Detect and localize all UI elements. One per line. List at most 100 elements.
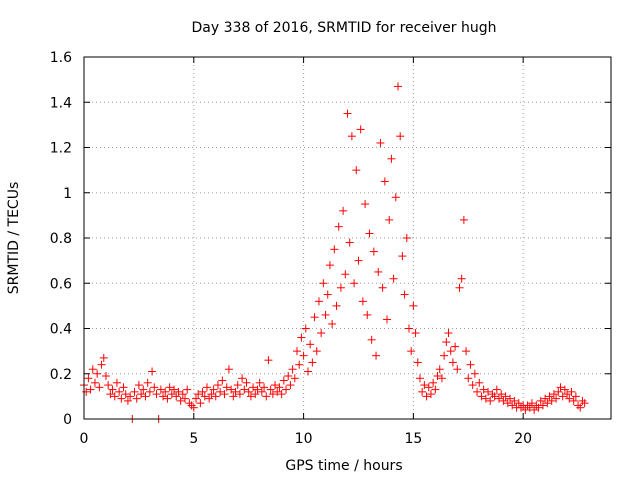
data-point <box>523 401 532 410</box>
data-point <box>82 387 91 396</box>
data-point <box>255 378 264 387</box>
data-point <box>161 387 170 396</box>
data-point <box>303 367 312 376</box>
data-point <box>334 222 343 231</box>
data-point <box>435 365 444 374</box>
data-point <box>374 267 383 276</box>
data-point <box>394 82 403 91</box>
data-point <box>253 385 262 394</box>
data-point <box>554 387 563 396</box>
data-point <box>347 132 356 141</box>
data-point <box>455 283 464 292</box>
data-point <box>466 360 475 369</box>
data-point <box>106 390 115 399</box>
data-point <box>99 353 108 362</box>
data-point <box>442 338 451 347</box>
data-point <box>297 333 306 342</box>
data-point <box>422 392 431 401</box>
data-point <box>459 215 468 224</box>
data-point <box>299 351 308 360</box>
data-point <box>123 396 132 405</box>
data-point <box>549 390 558 399</box>
data-point <box>229 392 238 401</box>
data-point <box>156 385 165 394</box>
data-point <box>286 381 295 390</box>
data-point <box>464 374 473 383</box>
data-point <box>288 365 297 374</box>
data-point <box>486 396 495 405</box>
data-point <box>323 290 332 299</box>
data-point <box>563 390 572 399</box>
data-point <box>407 347 416 356</box>
data-point <box>282 385 291 394</box>
y-tick-label: 0 <box>63 412 72 428</box>
x-tick-label: 0 <box>80 431 89 447</box>
data-point <box>488 390 497 399</box>
data-point <box>525 403 534 412</box>
data-point <box>134 381 143 390</box>
data-point <box>429 378 438 387</box>
data-point <box>574 401 583 410</box>
data-point <box>336 283 345 292</box>
y-tick-labels: 0 0.2 0.4 0.6 0.8 1 1.2 1.4 1.6 <box>50 50 72 428</box>
data-point <box>167 390 176 399</box>
data-point <box>505 394 514 403</box>
data-point <box>205 394 214 403</box>
data-point <box>420 381 429 390</box>
y-tick-label: 1 <box>63 186 72 202</box>
data-point <box>163 394 172 403</box>
data-point <box>273 387 282 396</box>
data-point <box>341 270 350 279</box>
data-point <box>543 399 552 408</box>
data-point <box>328 319 337 328</box>
data-point <box>576 403 585 412</box>
data-point <box>150 383 159 392</box>
data-point <box>218 376 227 385</box>
data-point <box>93 369 102 378</box>
data-point <box>130 387 139 396</box>
data-point <box>415 374 424 383</box>
data-point <box>95 383 104 392</box>
data-point <box>490 392 499 401</box>
axis-ticks <box>83 56 611 420</box>
data-point <box>152 390 161 399</box>
data-point <box>207 390 216 399</box>
data-point <box>227 385 236 394</box>
data-point <box>174 387 183 396</box>
data-point <box>104 381 113 390</box>
data-point <box>137 390 146 399</box>
data-point <box>213 381 222 390</box>
data-point <box>369 247 378 256</box>
data-point <box>295 360 304 369</box>
data-point <box>378 283 387 292</box>
data-point <box>266 385 275 394</box>
data-point <box>132 394 141 403</box>
data-point <box>189 403 198 412</box>
data-points <box>80 82 589 423</box>
data-point <box>514 399 523 408</box>
data-point <box>530 405 539 414</box>
data-point <box>396 132 405 141</box>
x-tick-labels: 0 5 10 15 20 <box>80 431 533 447</box>
data-point <box>271 381 280 390</box>
data-point <box>510 396 519 405</box>
data-point <box>284 372 293 381</box>
data-point <box>277 390 286 399</box>
data-point <box>233 381 242 390</box>
x-tick-label: 15 <box>404 431 422 447</box>
data-point <box>191 394 200 403</box>
data-point <box>352 166 361 175</box>
data-point <box>112 378 121 387</box>
data-point <box>310 313 319 322</box>
data-point <box>224 365 233 374</box>
data-point <box>110 392 119 401</box>
data-point <box>308 358 317 367</box>
y-axis-label: SRMTID / TECUs <box>6 182 22 295</box>
data-point <box>558 392 567 401</box>
data-point <box>330 245 339 254</box>
data-point <box>231 387 240 396</box>
data-point <box>567 387 576 396</box>
data-point <box>84 374 93 383</box>
data-point <box>433 372 442 381</box>
data-point <box>235 390 244 399</box>
